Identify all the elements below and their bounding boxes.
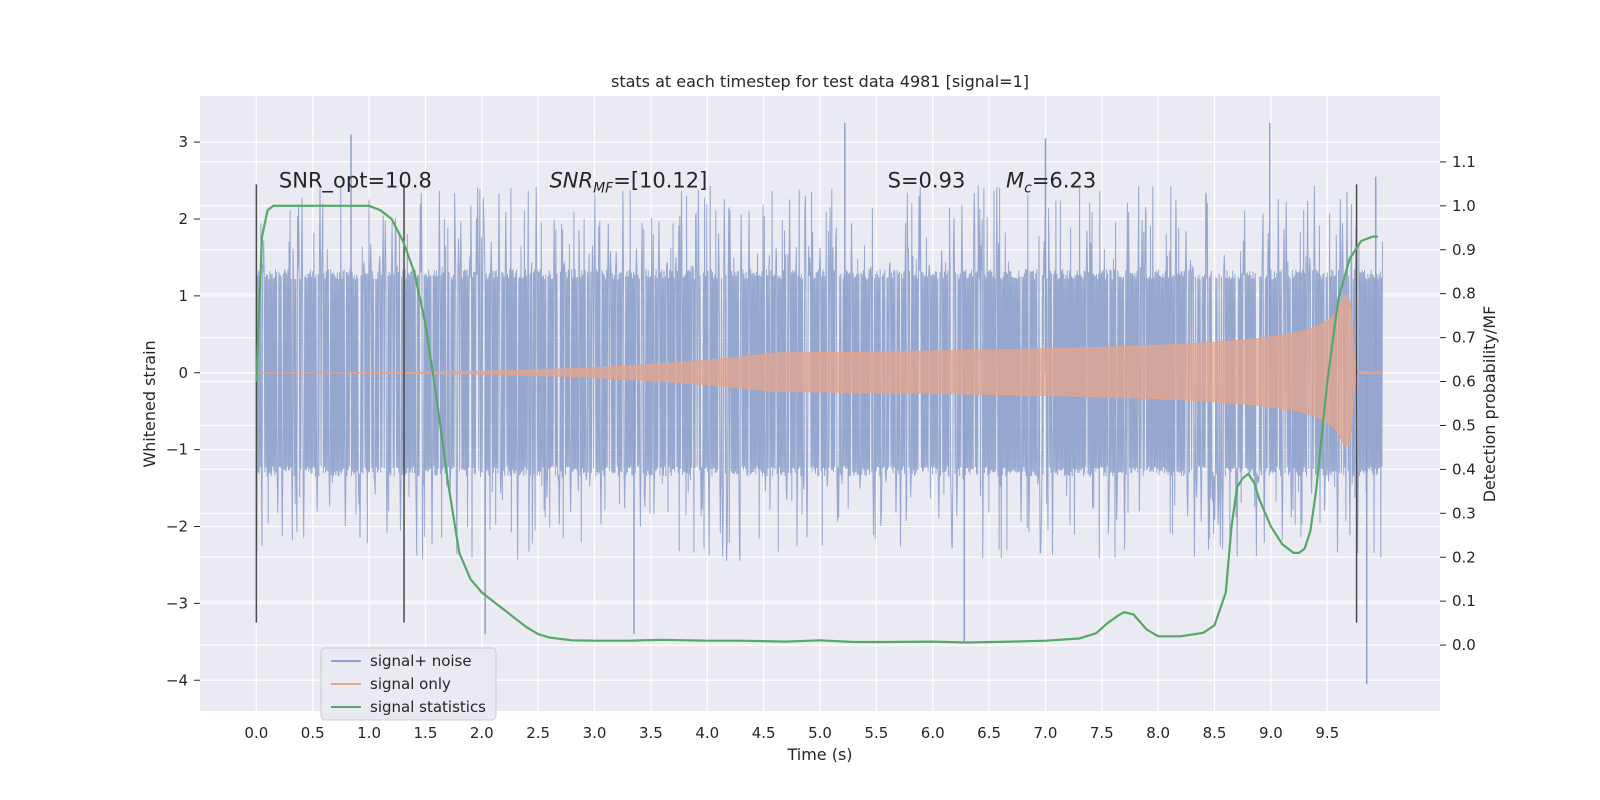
noise-trace: [255, 185, 1383, 562]
signal-only-trace: [256, 295, 1383, 447]
y2-tick-label: 1.1: [1452, 153, 1476, 171]
y2-tick-label: 0.6: [1452, 373, 1476, 391]
x-tick-label: 4.0: [695, 724, 719, 742]
x-tick-label: 8.5: [1203, 724, 1227, 742]
x-tick-label: 0.5: [301, 724, 325, 742]
series-signal-statistics: [255, 204, 1378, 644]
annotation: Mc=6.23: [1006, 169, 1096, 197]
y2-tick-label: 0.8: [1452, 285, 1476, 303]
y-tick-label: 2: [178, 210, 188, 228]
x-tick-label: 2.5: [526, 724, 550, 742]
x-tick-label: 6.5: [977, 724, 1001, 742]
y2-tick-label: 0.7: [1452, 329, 1476, 347]
x-tick-label: 8.0: [1146, 724, 1170, 742]
x-tick-label: 5.5: [864, 724, 888, 742]
x-tick-label: 7.0: [1034, 724, 1058, 742]
x-tick-label: 9.0: [1259, 724, 1283, 742]
x-tick-label: 3.0: [583, 724, 607, 742]
y2-tick-label: 0.9: [1452, 241, 1476, 259]
y-tick-label: −1: [166, 441, 188, 459]
tick-labels: 0.0 0.5 1.0 1.5 2.0 2.5 3.0 3.5 4.0 4.5 5.0 5.5 6.0 6…: [166, 133, 1476, 742]
x-tick-label: 6.0: [921, 724, 945, 742]
y2-tick-label: 0.1: [1452, 592, 1476, 610]
x-tick-label: 1.5: [414, 724, 438, 742]
x-tick-label: 9.5: [1315, 724, 1339, 742]
x-tick-label: 1.0: [357, 724, 381, 742]
series-signal-plus-noise: [255, 122, 1383, 685]
y2-tick-label: 1.0: [1452, 197, 1476, 215]
vertical-markers: [255, 184, 1358, 623]
statistics-curve: [255, 204, 1378, 644]
y2-tick-label: 0.0: [1452, 636, 1476, 654]
x-tick-label: 5.0: [808, 724, 832, 742]
chart-title: stats at each timestep for test data 498…: [611, 72, 1029, 91]
y-tick-label: 1: [178, 287, 188, 305]
series-signal-only: [256, 295, 1383, 447]
legend-label-signal-only: signal only: [370, 675, 451, 693]
annotations: SNR_opt=10.8 SNRMF=[10.12] S=0.93 Mc=6.23: [279, 169, 1096, 197]
y-tick-label: −2: [166, 518, 188, 536]
legend-label-signal-plus-noise: signal+ noise: [370, 652, 472, 670]
legend: signal+ noise signal only signal statist…: [320, 647, 497, 721]
x-tick-label: 3.5: [639, 724, 663, 742]
y-tick-label: −3: [166, 594, 188, 612]
x-tick-label: 0.0: [244, 724, 268, 742]
x-tick-label: 2.0: [470, 724, 494, 742]
y-tick-label: 3: [178, 133, 188, 151]
x-axis-label: Time (s): [786, 745, 852, 764]
legend-label-signal-statistics: signal statistics: [370, 698, 486, 716]
x-tick-label: 4.5: [752, 724, 776, 742]
annotation: S=0.93: [888, 169, 966, 193]
y2-axis-label: Detection probability/MF: [1480, 306, 1499, 503]
y-tick-label: 0: [178, 364, 188, 382]
x-tick-label: 7.5: [1090, 724, 1114, 742]
y2-tick-label: 0.2: [1452, 548, 1476, 566]
y2-tick-label: 0.5: [1452, 416, 1476, 434]
annotation: SNRMF=[10.12]: [549, 169, 707, 197]
legend-box: [320, 647, 497, 721]
y2-tick-label: 0.4: [1452, 460, 1476, 478]
y-tick-label: −4: [166, 671, 188, 689]
y2-tick-label: 0.3: [1452, 504, 1476, 522]
annotation: SNR_opt=10.8: [279, 169, 432, 194]
y-axis-label: Whitened strain: [140, 340, 159, 467]
